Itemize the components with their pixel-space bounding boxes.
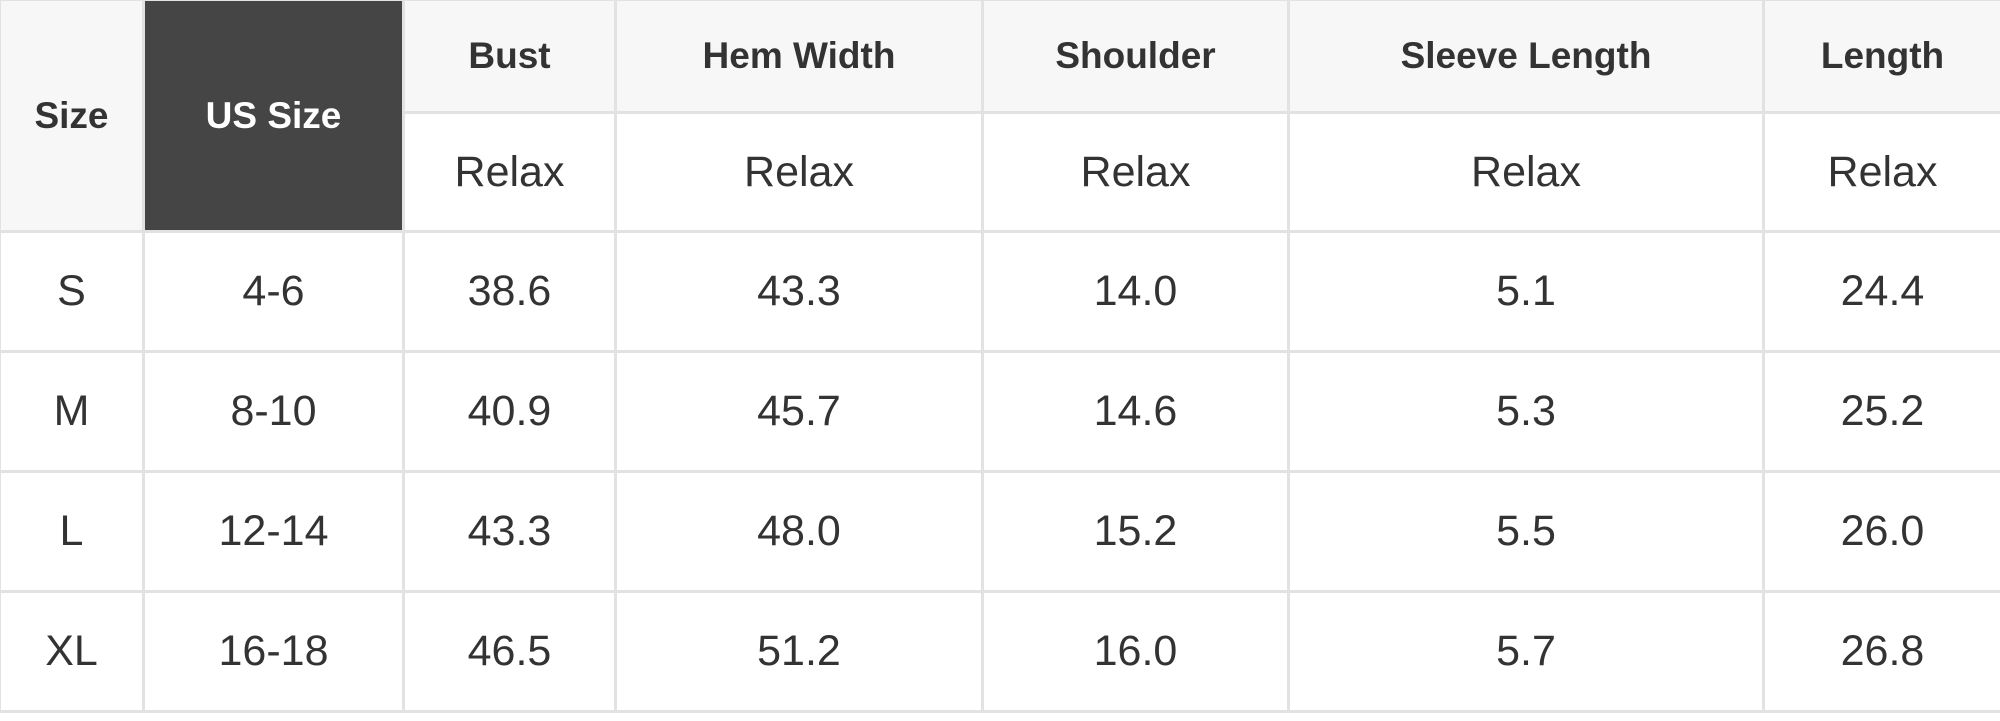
us-size-cell: 16-18 [142,590,405,713]
fit-cell: Relax [981,111,1290,233]
header-bust: Bust [402,0,617,114]
us-size-cell: 4-6 [142,230,405,353]
value-cell: 25.2 [1762,350,2000,473]
value-cell: 5.5 [1287,470,1765,593]
value-cell: 38.6 [402,230,617,353]
table-row: L 12-14 43.3 48.0 15.2 5.5 26.0 [0,470,2000,593]
header-shoulder: Shoulder [981,0,1290,114]
fit-cell: Relax [1762,111,2000,233]
size-cell: L [0,470,145,593]
value-cell: 5.7 [1287,590,1765,713]
value-cell: 14.6 [981,350,1290,473]
value-cell: 51.2 [614,590,984,713]
value-cell: 26.0 [1762,470,2000,593]
size-cell: XL [0,590,145,713]
fit-cell: Relax [614,111,984,233]
fit-cell: Relax [1287,111,1765,233]
table-row: M 8-10 40.9 45.7 14.6 5.3 25.2 [0,350,2000,473]
fit-cell: Relax [402,111,617,233]
table-row: S 4-6 38.6 43.3 14.0 5.1 24.4 [0,230,2000,353]
header-sleeve-length: Sleeve Length [1287,0,1765,114]
value-cell: 24.4 [1762,230,2000,353]
value-cell: 43.3 [614,230,984,353]
value-cell: 43.3 [402,470,617,593]
size-cell: S [0,230,145,353]
header-row: Size US Size Bust Hem Width Shoulder Sle… [0,0,2000,233]
value-cell: 46.5 [402,590,617,713]
value-cell: 26.8 [1762,590,2000,713]
value-cell: 5.3 [1287,350,1765,473]
value-cell: 14.0 [981,230,1290,353]
fit-row: Relax Relax Relax Relax Relax [0,111,2000,233]
value-cell: 16.0 [981,590,1290,713]
header-us-size: US Size [142,0,405,233]
size-cell: M [0,350,145,473]
value-cell: 5.1 [1287,230,1765,353]
us-size-cell: 12-14 [142,470,405,593]
header-size: Size [0,0,145,233]
value-cell: 48.0 [614,470,984,593]
us-size-cell: 8-10 [142,350,405,473]
value-cell: 45.7 [614,350,984,473]
table-row: XL 16-18 46.5 51.2 16.0 5.7 26.8 [0,590,2000,713]
header-length: Length [1762,0,2000,114]
header-hem-width: Hem Width [614,0,984,114]
value-cell: 15.2 [981,470,1290,593]
value-cell: 40.9 [402,350,617,473]
